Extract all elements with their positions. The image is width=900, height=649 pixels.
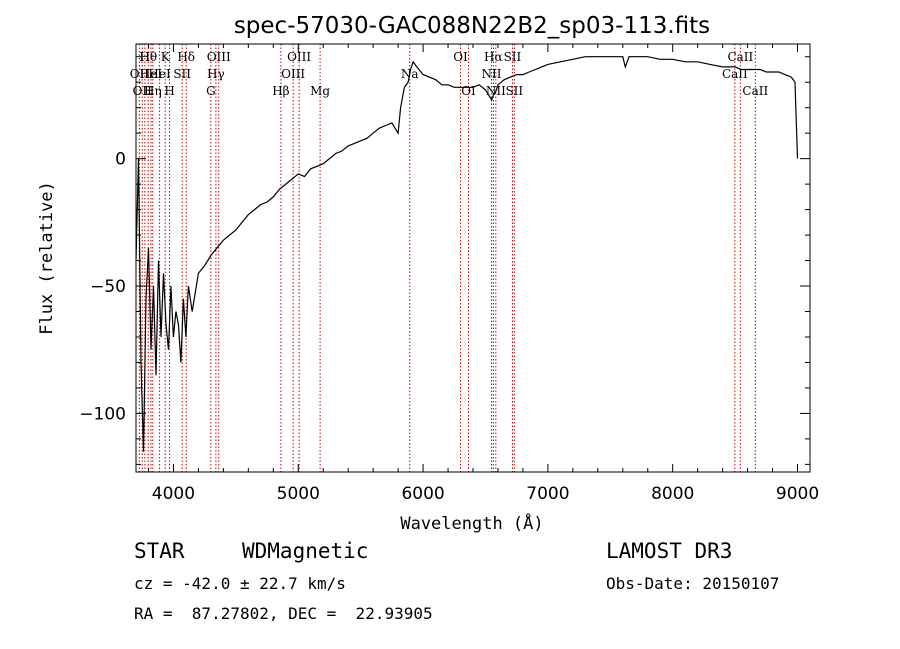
x-tick-label-0: 4000 [152, 484, 195, 504]
survey-name: LAMOST DR3 [606, 539, 733, 563]
object-subclass: WDMagnetic [242, 539, 369, 563]
line-label-8: H [164, 84, 174, 98]
line-label-6: HeI [148, 67, 171, 81]
y-axis-ticks: 0 −50 −100 [79, 56, 810, 465]
plot-frame [135, 43, 811, 473]
x-tick-label-3: 7000 [526, 484, 569, 504]
line-label-13: OIII [207, 50, 231, 64]
line-label-3: Hθ [139, 50, 157, 64]
line-label-14: Hβ [272, 84, 289, 98]
spectral-line-labels: OIIOIIHHθHeIHηHeIKHSIIHδGHγOIIIHβOIIIOII… [130, 50, 769, 98]
line-label-1: OII [133, 84, 153, 98]
y-tick-label-0: 0 [115, 150, 126, 170]
line-label-20: OI [461, 84, 476, 98]
line-label-27: CaII [727, 50, 753, 64]
line-label-0: OII [130, 67, 150, 81]
line-label-15: OIII [281, 67, 305, 81]
line-label-12: Hγ [207, 67, 225, 81]
observation-date: Obs-Date: 20150107 [606, 574, 780, 593]
x-axis-ticks: 4000 5000 6000 7000 8000 9000 [147, 44, 819, 504]
x-axis-label: Wavelength (Å) [400, 512, 543, 534]
object-class: STAR [134, 539, 185, 563]
line-label-21: NII [481, 67, 501, 81]
spectrum-line [135, 56, 799, 452]
chart-title: spec-57030-GAC088N22B2_sp03-113.fits [234, 13, 710, 39]
redshift-velocity: cz = -42.0 ± 22.7 km/s [134, 574, 346, 593]
coordinates: RA = 87.27802, DEC = 22.93905 [134, 604, 433, 623]
x-tick-label-5: 9000 [776, 484, 819, 504]
line-label-24: SII [504, 50, 522, 64]
line-label-9: SII [173, 67, 191, 81]
y-axis-label: Flux (relative) [37, 181, 57, 335]
x-tick-label-1: 5000 [277, 484, 320, 504]
line-label-26: CaII [722, 67, 748, 81]
line-label-22: Hα [484, 50, 503, 64]
line-label-7: K [161, 50, 171, 64]
line-label-4: HeI [140, 67, 163, 81]
spectral-line-markers [138, 44, 756, 472]
line-label-2: H [140, 50, 150, 64]
line-label-5: Hη [144, 84, 162, 98]
y-tick-label-2: −100 [79, 404, 126, 424]
line-label-28: CaII [742, 84, 768, 98]
x-tick-label-4: 8000 [651, 484, 694, 504]
y-tick-label-1: −50 [90, 277, 126, 297]
line-label-11: G [206, 84, 216, 98]
line-label-10: Hδ [177, 50, 195, 64]
line-label-17: Mg [310, 84, 330, 98]
line-label-16: OIII [287, 50, 311, 64]
line-label-19: OI [453, 50, 468, 64]
x-tick-label-2: 6000 [401, 484, 444, 504]
line-label-25: SII [505, 84, 523, 98]
